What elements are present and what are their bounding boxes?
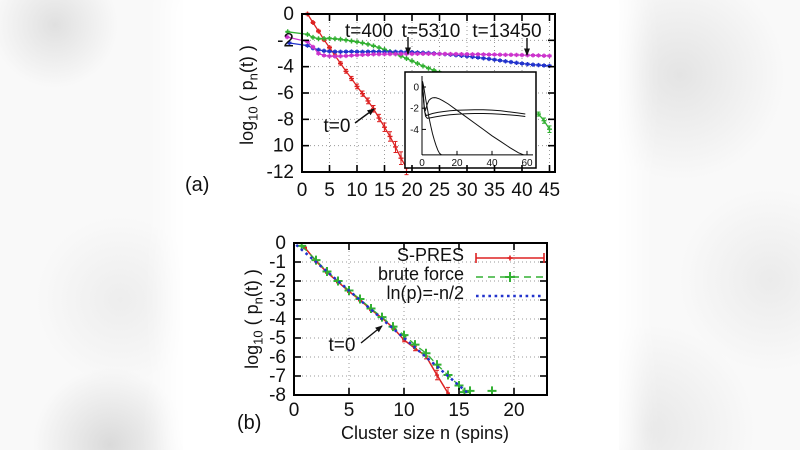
- y-axis-label-b: log10 ( pn(t) ): [242, 269, 266, 369]
- svg-text:15: 15: [374, 180, 395, 201]
- svg-text:20: 20: [401, 180, 422, 201]
- svg-text:45: 45: [539, 180, 560, 201]
- panel-label-a: (a): [185, 174, 210, 196]
- annotation-t0-panel-a: t=0: [323, 116, 351, 137]
- annotation-t5310: t=5310: [401, 21, 461, 42]
- annotation-t13450: t=13450: [472, 21, 542, 42]
- annotation-t400: t=400: [344, 21, 394, 42]
- svg-text:0: 0: [289, 400, 300, 421]
- svg-text:60: 60: [521, 158, 533, 169]
- svg-text:10: 10: [273, 136, 294, 157]
- svg-text:-2: -2: [277, 30, 294, 51]
- plot-b-series: [295, 243, 497, 395]
- svg-text:35: 35: [484, 180, 505, 201]
- svg-text:-8: -8: [277, 109, 294, 130]
- svg-text:-4: -4: [269, 309, 286, 330]
- svg-text:40: 40: [511, 180, 532, 201]
- svg-text:-5: -5: [269, 328, 286, 349]
- legend: S-PRES brute force ln(p)=-n/2: [330, 245, 546, 303]
- svg-text:30: 30: [456, 180, 477, 201]
- svg-text:20: 20: [503, 400, 524, 421]
- legend-swatch-errorbar-icon: [474, 249, 546, 263]
- legend-label-brute-force: brute force: [377, 264, 464, 284]
- inset-curves: [422, 81, 526, 156]
- plot-b: 0 5 10 15 200-1-2-3-4-5-6-7-8: [269, 233, 548, 421]
- legend-swatch-dashed-plus-icon: [474, 268, 546, 282]
- legend-label-ln-line: ln(p)=-n/2: [386, 283, 464, 303]
- y-axis-label-a: log10 ( pn(t) ): [237, 45, 261, 145]
- svg-text:15: 15: [448, 400, 469, 421]
- svg-text:25: 25: [429, 180, 450, 201]
- svg-text:0: 0: [413, 83, 419, 94]
- svg-text:-4: -4: [410, 125, 419, 136]
- svg-text:-6: -6: [277, 83, 294, 104]
- svg-text:0: 0: [419, 158, 425, 169]
- legend-row-brute-force: brute force: [330, 264, 546, 284]
- svg-text:-3: -3: [269, 290, 286, 311]
- svg-text:40: 40: [486, 158, 498, 169]
- svg-text:0: 0: [283, 4, 294, 25]
- y-axis-label-a-text: log: [237, 120, 257, 145]
- svg-text:10: 10: [393, 400, 414, 421]
- plot-a: 0 20 40 600-2-40 5 10 15 20 25 30 35 40 450-2-4-6-81…: [267, 4, 561, 201]
- svg-text:-8: -8: [269, 385, 286, 406]
- svg-text:-4: -4: [277, 57, 294, 78]
- svg-text:-1: -1: [269, 252, 286, 273]
- plot-a-series: [284, 11, 552, 176]
- svg-text:5: 5: [344, 400, 355, 421]
- legend-swatch-dotted-icon: [474, 287, 546, 301]
- svg-text:0: 0: [297, 180, 308, 201]
- legend-label-spres: S-PRES: [396, 245, 464, 265]
- y-axis-label-b-text: log: [242, 344, 262, 369]
- svg-text:20: 20: [451, 158, 463, 169]
- svg-text:-6: -6: [269, 347, 286, 368]
- legend-row-ln-line: ln(p)=-n/2: [330, 283, 546, 303]
- annotation-t0-panel-b: t=0: [328, 335, 356, 356]
- svg-text:-7: -7: [269, 366, 286, 387]
- legend-row-spres: S-PRES: [330, 245, 546, 265]
- svg-text:-2: -2: [410, 104, 419, 115]
- svg-text:10: 10: [346, 180, 367, 201]
- svg-text:5: 5: [324, 180, 335, 201]
- panel-label-b: (b): [237, 412, 262, 434]
- svg-text:-2: -2: [269, 271, 286, 292]
- svg-text:0: 0: [275, 233, 286, 254]
- svg-text:-12: -12: [267, 162, 294, 183]
- x-axis-label-b: Cluster size n (spins): [340, 423, 510, 443]
